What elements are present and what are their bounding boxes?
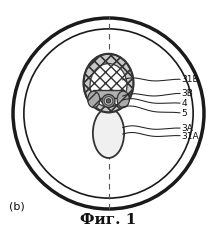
Text: 31B: 31B — [181, 75, 199, 84]
Text: 3A: 3A — [181, 124, 193, 133]
Text: 31A: 31A — [181, 132, 199, 141]
Circle shape — [104, 96, 113, 105]
Ellipse shape — [88, 91, 100, 108]
Text: 5: 5 — [181, 109, 187, 118]
Circle shape — [106, 99, 111, 103]
Text: 3B: 3B — [181, 90, 193, 98]
Text: (b): (b) — [9, 202, 25, 212]
Bar — [93, 90, 124, 98]
Ellipse shape — [93, 108, 124, 158]
Ellipse shape — [90, 64, 127, 107]
Ellipse shape — [117, 91, 129, 108]
Ellipse shape — [84, 54, 133, 112]
Circle shape — [102, 94, 115, 108]
Text: 4: 4 — [181, 99, 187, 108]
Text: Фиг. 1: Фиг. 1 — [80, 213, 137, 227]
